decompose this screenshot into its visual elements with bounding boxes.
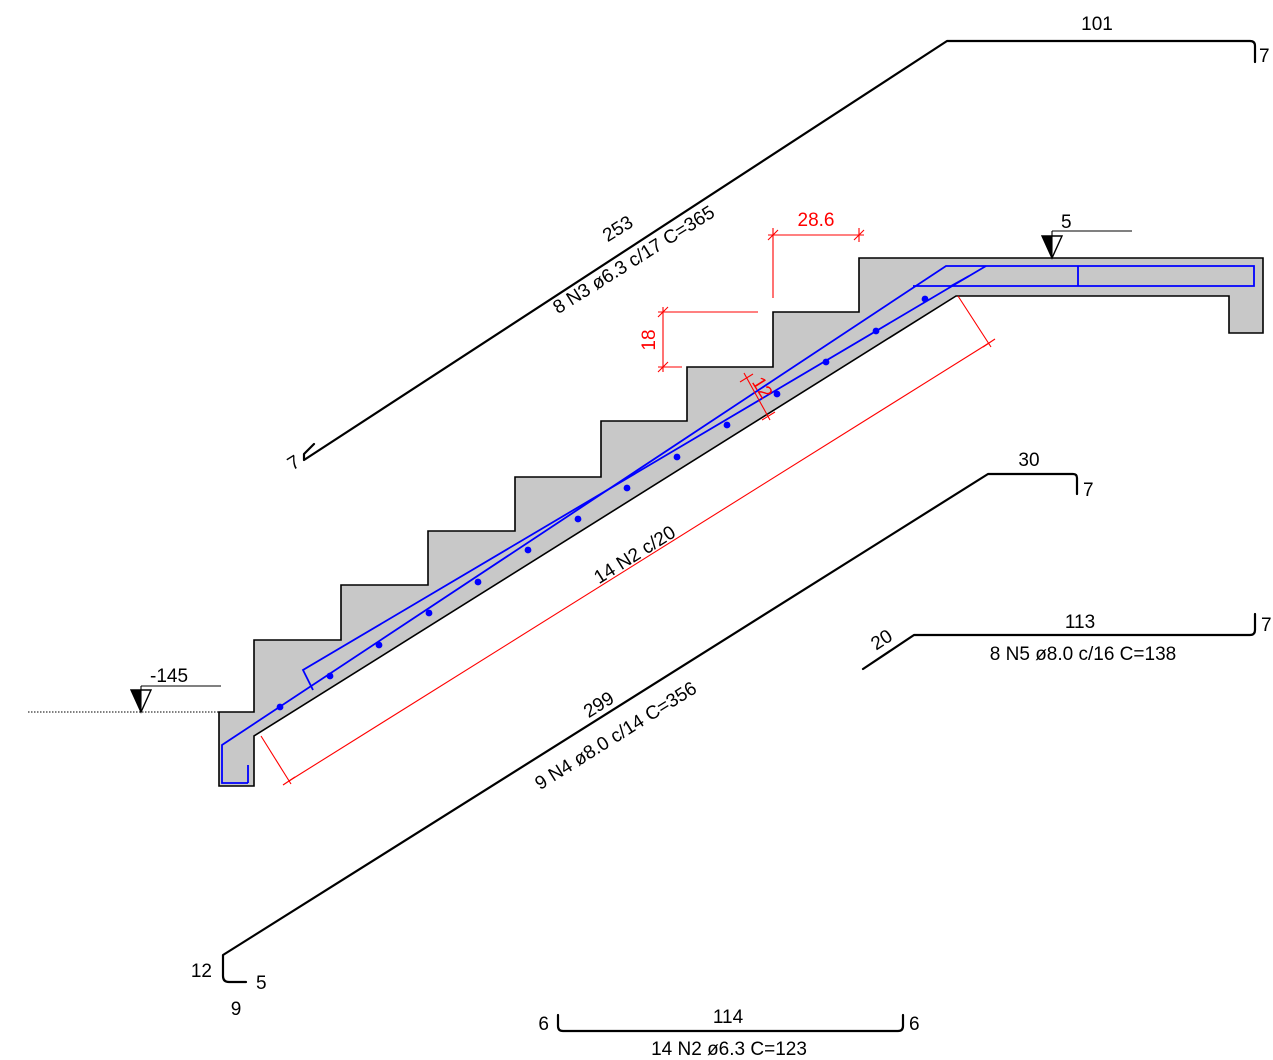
- riser-dimension-value: 18: [639, 329, 660, 350]
- level-triangle-fill-icon: [131, 690, 141, 712]
- dimension-tread: 28.6: [767, 210, 865, 298]
- bar-n3-top-length: 101: [1081, 14, 1113, 35]
- rebar-upper-layer: [301, 265, 987, 691]
- bar-n5-label: 8 N5 ø8.0 c/16 C=138: [990, 644, 1176, 665]
- rebar-dot: [375, 641, 383, 649]
- bar-n5-main-length: 113: [1065, 612, 1095, 633]
- bar-n2-hook-right: 6: [909, 1014, 920, 1035]
- tread-dimension-value: 28.6: [798, 210, 835, 231]
- rebar-dot: [524, 546, 532, 554]
- bar-n4-foot-bottom: 9: [231, 999, 242, 1020]
- bar-n4: 30 7 12 5 9 299 9 N4 ø8.0 c/14 C=356: [191, 450, 1094, 1020]
- bar-n5-hook-right: 7: [1261, 615, 1272, 636]
- bar-n2-label: 14 N2 ø6.3 C=123: [651, 1039, 807, 1060]
- bar-n3-shape: [302, 39, 1257, 462]
- bar-n2: 6 6 114 14 N2 ø6.3 C=123: [538, 1007, 919, 1060]
- bar-n4-label: 9 N4 ø8.0 c/14 C=356: [531, 678, 700, 795]
- bar-n5: 20 113 7 8 N5 ø8.0 c/16 C=138: [861, 612, 1272, 671]
- dimension-riser: 18: [639, 306, 758, 373]
- rebar-dot: [673, 453, 681, 461]
- bar-n4-hook-right: 7: [1083, 480, 1094, 501]
- distribution-bar-dots: [276, 295, 929, 711]
- level-marker-bottom: -145: [28, 666, 221, 714]
- rebar-bottom-layer: [221, 265, 1255, 784]
- rebar-dot: [574, 515, 582, 523]
- bar-n3-hook-left: 7: [284, 452, 304, 475]
- rebar-dot: [822, 358, 830, 366]
- rebar-dot: [723, 421, 731, 429]
- bar-n4-foot-up: 5: [256, 973, 267, 994]
- dimension-flight-length: 14 N2 c/20: [260, 295, 996, 786]
- stair-concrete: [218, 257, 1264, 787]
- bar-n5-shape: [861, 612, 1257, 671]
- bar-n4-shape: [221, 472, 1079, 984]
- bar-n3-label: 8 N3 ø6.3 c/17 C=365: [549, 202, 718, 319]
- rebar-dot: [425, 609, 433, 617]
- rebar-dot: [623, 484, 631, 492]
- rebar-bottom-chair: [950, 275, 970, 287]
- level-bottom-value: -145: [150, 666, 188, 687]
- rebar-dot: [276, 703, 284, 711]
- rebar-dot: [773, 390, 781, 398]
- rebar-dot: [921, 295, 929, 303]
- level-top-value: 5: [1061, 212, 1072, 233]
- bar-n2-shape: [556, 1013, 905, 1033]
- bar-n4-top-length: 30: [1018, 450, 1039, 471]
- rebar-lines: [221, 265, 1255, 784]
- bar-n2-main-length: 114: [713, 1007, 744, 1028]
- level-marker-top: 5: [1040, 212, 1132, 260]
- level-triangle-fill-icon: [1042, 236, 1052, 258]
- bar-n4-main-length: 299: [580, 688, 618, 723]
- rebar-dot: [474, 578, 482, 586]
- rebar-dot: [326, 672, 334, 680]
- bar-n3-hook-right: 7: [1259, 46, 1270, 67]
- distribution-bar-label: 14 N2 c/20: [591, 522, 680, 589]
- stair-section: [218, 257, 1264, 787]
- bar-n2-hook-left: 6: [538, 1014, 549, 1035]
- rebar-dot: [872, 327, 880, 335]
- bar-n4-hook-left: 12: [191, 961, 212, 982]
- bar-n3-main-length: 253: [599, 212, 637, 247]
